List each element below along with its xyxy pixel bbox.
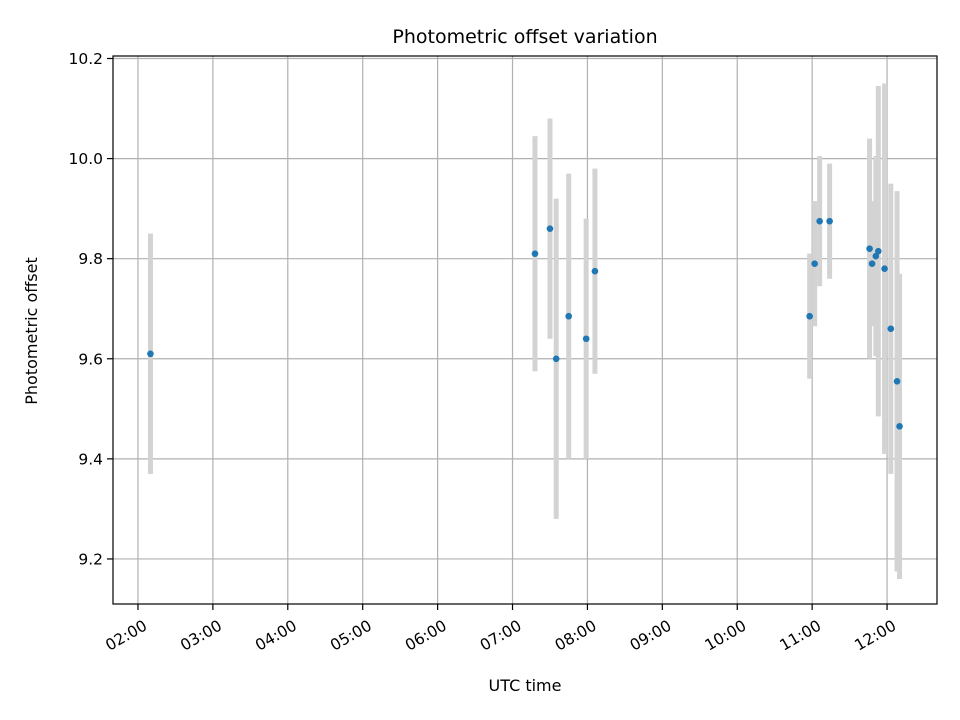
data-point [552,355,560,363]
chart-title: Photometric offset variation [392,26,657,48]
y-tick-label: 9.6 [78,350,103,368]
data-point [582,335,590,343]
y-tick-label: 9.2 [78,550,103,568]
data-point [881,265,888,272]
data-point [147,350,154,358]
data-point [866,245,873,252]
data-point [565,312,572,320]
y-tick-label: 10.2 [68,50,103,68]
data-point [875,247,882,255]
data-point [887,325,895,333]
y-axis-label: Photometric offset [22,257,41,405]
data-point [868,260,876,267]
data-point [872,252,880,260]
data-points [147,217,903,430]
y-tick-label: 9.4 [78,450,103,468]
data-point [896,423,903,430]
data-point [811,260,818,267]
y-axis-ticks: 9.2 9.4 9.6 9.8 10.0 10.2 [68,50,113,568]
y-tick-label: 10.0 [68,150,103,168]
data-point [806,312,813,320]
data-point [826,217,833,225]
data-point [531,250,539,257]
plot-frame [112,55,938,605]
y-tick-label: 9.8 [78,250,103,268]
data-point [816,217,823,225]
data-point [893,377,901,385]
data-point [546,225,554,232]
data-point [591,267,599,275]
x-axis-label: UTC time [489,676,562,695]
